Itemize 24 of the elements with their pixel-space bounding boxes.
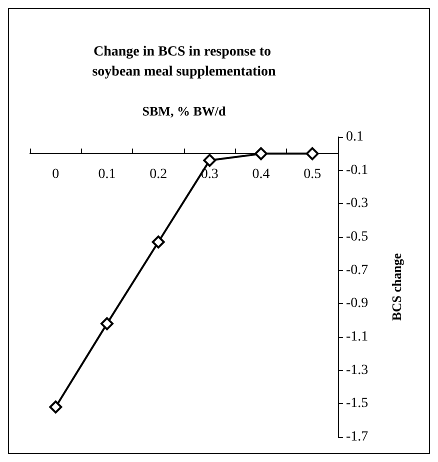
point: [254, 147, 268, 160]
x-tick-label: 0.4: [252, 167, 270, 182]
y-tick-label: -0.7: [346, 262, 368, 278]
y-tick-label: -0.9: [346, 296, 368, 312]
x-axis-title: SBM, % BW/d: [142, 104, 226, 119]
y-tick-label: 0.1: [346, 130, 364, 144]
y-tick-label: -1.1: [346, 330, 368, 344]
y-tick-label: -0.1: [346, 162, 368, 178]
chart-title: Change in BCS in response to soybean meal supplementation: [92, 44, 276, 80]
y-tick-label: -1.3: [346, 362, 368, 378]
point: [49, 400, 62, 414]
x-tick-label: 0.2: [150, 167, 168, 182]
y-tick-label: -0.5: [346, 230, 368, 244]
x-tick-label: 0.1: [98, 167, 116, 182]
point: [306, 147, 319, 160]
y-tick-label: -1.5: [346, 396, 368, 412]
y-axis-title: BCS change: [389, 253, 404, 321]
point: [152, 236, 165, 248]
x-tick-label: 0.5: [304, 167, 322, 182]
x-tick-label: 0: [52, 167, 60, 182]
y-tick-label: -1.7: [346, 430, 368, 444]
y-tick-label: -0.3: [346, 196, 368, 212]
point: [100, 317, 114, 330]
point: [203, 154, 216, 167]
